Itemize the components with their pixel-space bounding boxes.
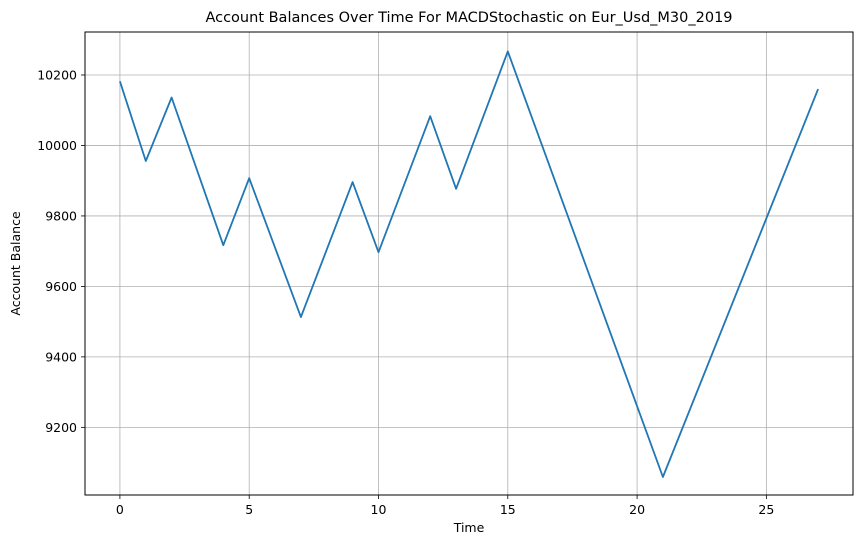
chart-title: Account Balances Over Time For MACDStoch… (205, 10, 732, 26)
y-tick-label: 9800 (45, 208, 77, 223)
y-tick-label: 10000 (37, 138, 77, 153)
y-tick-label: 10200 (37, 67, 77, 82)
x-tick-label: 20 (629, 502, 645, 517)
x-tick-label: 10 (371, 502, 387, 517)
series-line-0 (119, 50, 819, 478)
x-tick-label: 25 (758, 502, 774, 517)
x-tick-label: 5 (245, 502, 253, 517)
series-layer (119, 50, 819, 478)
y-tick-label: 9200 (45, 420, 77, 435)
y-tick-label: 9600 (45, 279, 77, 294)
x-tick-label: 15 (500, 502, 516, 517)
y-axis: 9200 9400 9600 9800 10000 10200 (37, 67, 85, 435)
x-tick-label: 0 (116, 502, 124, 517)
grid-lines (85, 32, 853, 495)
y-tick-label: 9400 (45, 349, 77, 364)
plot-frame (84, 31, 854, 496)
y-axis-label: Account Balance (8, 211, 23, 316)
x-axis: 0 5 10 15 20 25 (116, 495, 774, 517)
x-axis-label: Time (453, 520, 485, 535)
